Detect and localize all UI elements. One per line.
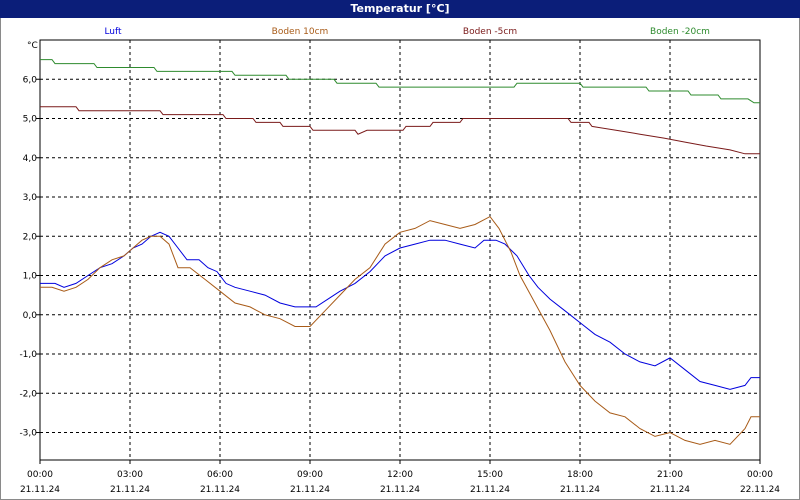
x-tick-date-label: 21.11.24 <box>380 485 420 495</box>
legend-entry: Boden 10cm <box>272 27 329 37</box>
x-tick-date-label: 21.11.24 <box>470 485 510 495</box>
x-tick-time-label: 00:00 <box>27 470 53 480</box>
chart-title: Temperatur [°C] <box>0 0 800 18</box>
series-line <box>40 59 760 104</box>
legend: Luft Boden 10cm Boden -5cm Boden -20cm <box>104 27 710 37</box>
y-tick-label: -2,0 <box>19 389 37 399</box>
y-tick-label: 2,0 <box>23 232 38 242</box>
x-tick-date-label: 21.11.24 <box>560 485 600 495</box>
y-tick-label: -3,0 <box>19 429 37 439</box>
series-line <box>40 231 760 390</box>
x-tick-time-label: 03:00 <box>117 470 143 480</box>
y-tick-label: 3,0 <box>23 193 38 203</box>
x-tick-date-label: 21.11.24 <box>200 485 240 495</box>
legend-entry: Boden -5cm <box>463 27 517 37</box>
x-tick-date-label: 21.11.24 <box>20 485 60 495</box>
x-tick-time-label: 12:00 <box>387 470 413 480</box>
x-tick-time-label: 09:00 <box>297 470 323 480</box>
y-axis: -3,0 -2,0 -1,0 0,0 1,0 2,0 3,0 4,0 5,0 6,0 <box>19 75 40 439</box>
y-tick-label: -1,0 <box>19 350 37 360</box>
x-tick-date-label: 21.11.24 <box>290 485 330 495</box>
x-tick-date-label: 21.11.24 <box>110 485 150 495</box>
x-tick-time-label: 21:00 <box>657 470 683 480</box>
grid <box>40 40 760 460</box>
series-lines <box>40 59 760 445</box>
x-tick-time-label: 18:00 <box>567 470 593 480</box>
series-line <box>40 215 760 445</box>
y-tick-label: 5,0 <box>23 115 38 125</box>
x-tick-date-label: 22.11.24 <box>740 485 780 495</box>
x-axis: 00:00 21.11.24 03:00 21.11.24 06:00 21.11.24 0… <box>20 460 780 495</box>
x-tick-time-label: 00:00 <box>747 470 773 480</box>
x-tick-date-label: 21.11.24 <box>650 485 690 495</box>
x-tick-time-label: 06:00 <box>207 470 233 480</box>
y-axis-unit-label: °C <box>27 41 38 51</box>
y-tick-label: 1,0 <box>23 272 38 282</box>
legend-entry: Luft <box>104 27 122 37</box>
x-tick-time-label: 15:00 <box>477 470 503 480</box>
legend-entry: Boden -20cm <box>650 27 710 37</box>
y-tick-label: 6,0 <box>23 75 38 85</box>
series-line <box>40 106 760 155</box>
y-tick-label: 0,0 <box>23 311 38 321</box>
y-tick-label: 4,0 <box>23 154 38 164</box>
